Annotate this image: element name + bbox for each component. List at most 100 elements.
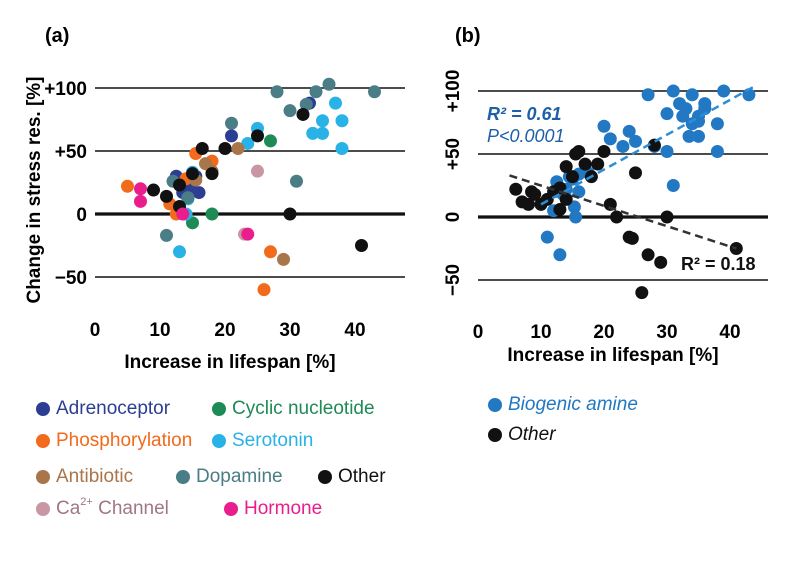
data-point-hormone <box>241 227 255 241</box>
data-point-other <box>296 107 310 121</box>
data-point-serotonin <box>335 114 349 128</box>
data-point-dopamine <box>181 191 195 205</box>
legend-marker <box>36 470 50 484</box>
legend-item-hormone: Hormone <box>224 498 322 520</box>
x-tick-label: 20 <box>593 322 614 343</box>
y-tick-label: −50 <box>55 268 87 289</box>
legend-marker <box>36 434 50 448</box>
panel-b-x-axis-label: Increase in lifespan [%] <box>507 345 718 366</box>
data-point-other <box>591 157 605 171</box>
data-point-biogenic-amine <box>710 144 724 158</box>
trendline-biogenic-amine <box>540 84 756 206</box>
legend-item-ca-channel: Ca2+ Channel <box>36 496 169 520</box>
x-tick-label: 0 <box>90 320 101 341</box>
legend-label: Adrenoceptor <box>56 398 171 419</box>
y-tick-label: 0 <box>443 212 464 223</box>
legend-label: Biogenic amine <box>508 394 638 415</box>
data-point-dopamine <box>290 174 303 188</box>
data-point-other <box>578 157 592 171</box>
data-point-other <box>647 138 661 152</box>
data-point-other <box>654 255 668 269</box>
panel-a-x-ticks: 0 10 20 30 40 <box>90 320 366 341</box>
panel-b-x-ticks: 0 10 20 30 40 <box>473 322 741 343</box>
data-point-dopamine <box>283 104 297 118</box>
data-point-biogenic-amine <box>742 88 756 102</box>
data-point-other <box>566 170 579 184</box>
legend-label: Ca2+ Channel <box>56 496 169 519</box>
data-point-cyclic-nucleotide <box>205 207 219 221</box>
panel-a-points <box>121 77 381 297</box>
data-point-hormone <box>134 182 147 196</box>
legend-label: Antibiotic <box>56 466 134 487</box>
data-point-biogenic-amine <box>692 129 705 143</box>
data-point-biogenic-amine <box>698 102 712 116</box>
data-point-dopamine <box>309 85 323 99</box>
data-point-biogenic-amine <box>553 248 567 262</box>
data-point-serotonin <box>173 245 186 259</box>
data-point-other <box>186 167 199 181</box>
data-point-serotonin <box>241 136 255 150</box>
panel-a-gridlines <box>95 87 405 278</box>
x-tick-label: 30 <box>656 322 677 343</box>
legend-item-cyclic-nucleotide: Cyclic nucleotide <box>212 398 375 420</box>
data-point-phosphorylation <box>257 283 271 297</box>
y-tick-label: +100 <box>443 70 464 113</box>
data-point-biogenic-amine <box>660 144 674 158</box>
data-point-dopamine <box>225 116 238 130</box>
data-point-other <box>355 239 368 252</box>
data-point-serotonin <box>306 126 320 140</box>
x-tick-label: 10 <box>149 320 170 341</box>
data-point-adrenoceptor <box>192 186 206 200</box>
data-point-biogenic-amine <box>603 132 617 146</box>
legend-label: Phosphorylation <box>56 430 193 451</box>
r2-amine-annotation: R² = 0.61 <box>487 104 562 124</box>
data-point-other <box>521 197 535 211</box>
legend-label: Hormone <box>244 498 323 519</box>
data-point-other <box>635 286 649 300</box>
x-tick-label: 40 <box>719 322 740 343</box>
data-point-dopamine <box>270 85 284 99</box>
data-point-biogenic-amine <box>685 88 699 102</box>
legend-marker <box>488 398 502 412</box>
data-point-biogenic-amine <box>679 102 693 116</box>
x-tick-label: 30 <box>279 320 300 341</box>
legend-label: Other <box>508 424 556 445</box>
x-tick-label: 20 <box>214 320 235 341</box>
x-tick-label: 10 <box>530 322 551 343</box>
data-point-adrenoceptor <box>225 129 238 143</box>
legend-label: Dopamine <box>196 466 283 487</box>
data-point-biogenic-amine <box>666 179 680 192</box>
panel-a-tag: (a) <box>45 25 69 47</box>
panel-b: (b) −50 0 +50 +100 0 10 20 30 40 R² = 0.61 P<0.… <box>443 25 768 366</box>
trendline-other <box>509 174 737 250</box>
legend-label: Cyclic nucleotide <box>232 398 375 419</box>
x-tick-label: 40 <box>344 320 365 341</box>
data-point-other <box>251 129 264 143</box>
data-point-dopamine <box>322 77 336 91</box>
data-point-biogenic-amine <box>567 200 581 214</box>
legend-item-phosphorylation: Phosphorylation <box>36 430 192 452</box>
legend-item-adrenoceptor: Adrenoceptor <box>36 398 170 420</box>
data-point-other <box>553 181 567 195</box>
y-tick-label: +100 <box>44 79 87 100</box>
data-point-other <box>559 192 573 206</box>
panel-a: (a) −50 0 +50 +100 0 10 20 30 40 Change in stre… <box>24 25 405 373</box>
data-point-biogenic-amine <box>641 88 655 102</box>
data-point-cyclic-nucleotide <box>264 134 277 148</box>
data-point-biogenic-amine <box>569 210 583 224</box>
data-point-other <box>572 144 586 158</box>
data-point-biogenic-amine <box>572 185 586 199</box>
legend-marker <box>36 402 50 416</box>
x-tick-label: 0 <box>473 322 484 343</box>
panel-a-y-ticks: −50 0 +50 +100 <box>44 79 87 289</box>
legend-marker <box>176 470 190 484</box>
legend-item-other: Other <box>318 466 386 488</box>
data-point-biogenic-amine <box>710 117 724 131</box>
data-point-other <box>559 160 573 174</box>
legend-label: Serotonin <box>232 430 314 451</box>
y-tick-label: +50 <box>443 138 464 170</box>
data-point-other <box>218 141 232 155</box>
data-point-dopamine <box>299 97 313 111</box>
data-point-other <box>610 210 624 224</box>
